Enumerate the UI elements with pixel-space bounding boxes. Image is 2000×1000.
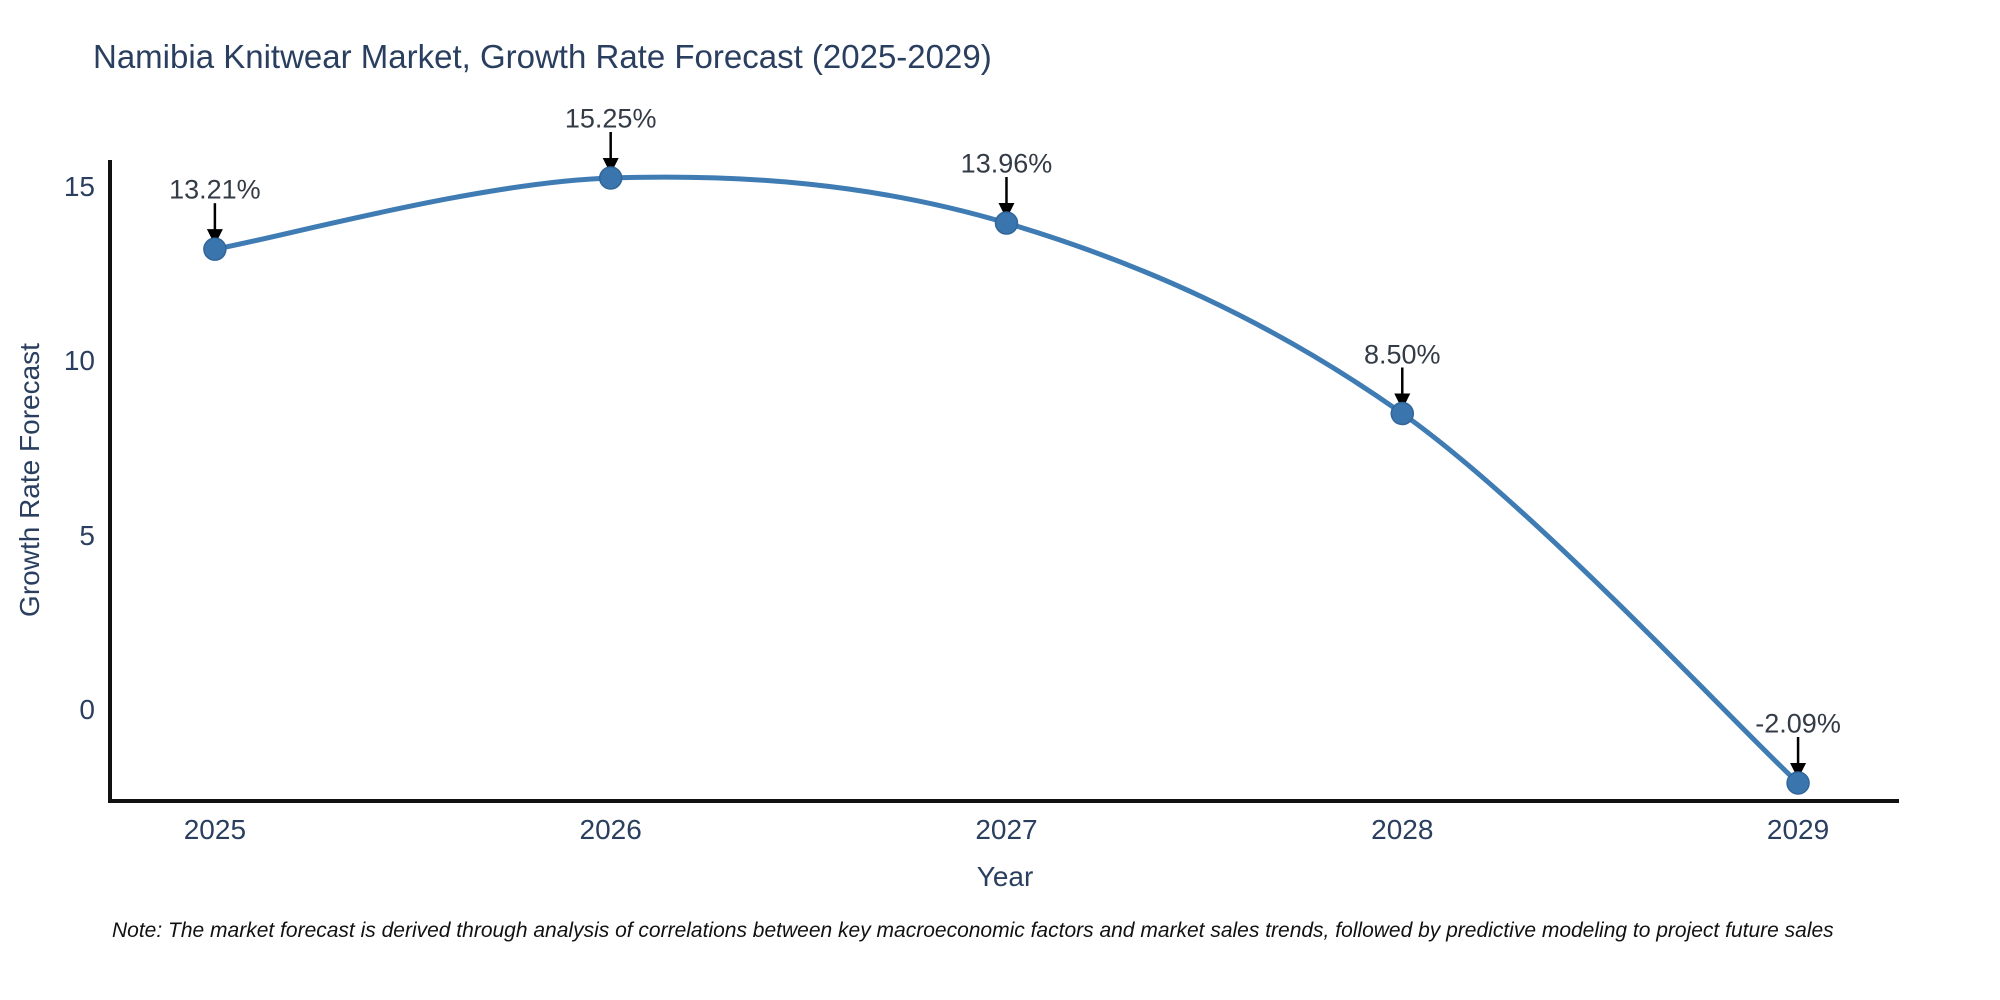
y-tick-label: 15: [63, 170, 95, 202]
data-point-label: 13.96%: [960, 148, 1053, 179]
x-tick-label: 2027: [975, 814, 1038, 845]
data-point-label: 13.21%: [169, 174, 261, 205]
data-point-marker[interactable]: [1390, 401, 1415, 426]
y-tick-label: 10: [63, 345, 95, 377]
annotation-arrowhead: [1394, 393, 1411, 410]
data-point-label: -2.09%: [1755, 708, 1841, 739]
annotation-arrowhead: [602, 158, 619, 175]
y-tick-label: 0: [79, 694, 95, 726]
data-point-marker[interactable]: [1786, 771, 1810, 795]
x-tick-label: 2025: [183, 814, 247, 845]
data-point-label: 15.25%: [564, 103, 657, 134]
x-axis-title: Year: [976, 861, 1034, 892]
forecast-line: [212, 174, 1801, 786]
footnote: Note: The market forecast is derived thr…: [112, 919, 1834, 942]
annotation-arrowhead: [206, 229, 223, 246]
chart-title: Namibia Knitwear Market, Growth Rate For…: [93, 38, 992, 75]
y-axis-title: Growth Rate Forecast: [14, 343, 45, 617]
x-tick-label: 2029: [1766, 814, 1830, 845]
data-point-marker[interactable]: [598, 166, 623, 190]
data-point-marker[interactable]: [994, 211, 1019, 235]
x-tick-label: 2028: [1371, 814, 1434, 845]
y-tick-label: 5: [79, 519, 95, 551]
annotation-arrowhead: [1790, 762, 1807, 779]
data-point-label: 8.50%: [1363, 339, 1441, 369]
x-tick-label: 2026: [579, 814, 642, 845]
data-point-marker[interactable]: [203, 237, 227, 261]
annotation-arrowhead: [998, 203, 1015, 220]
